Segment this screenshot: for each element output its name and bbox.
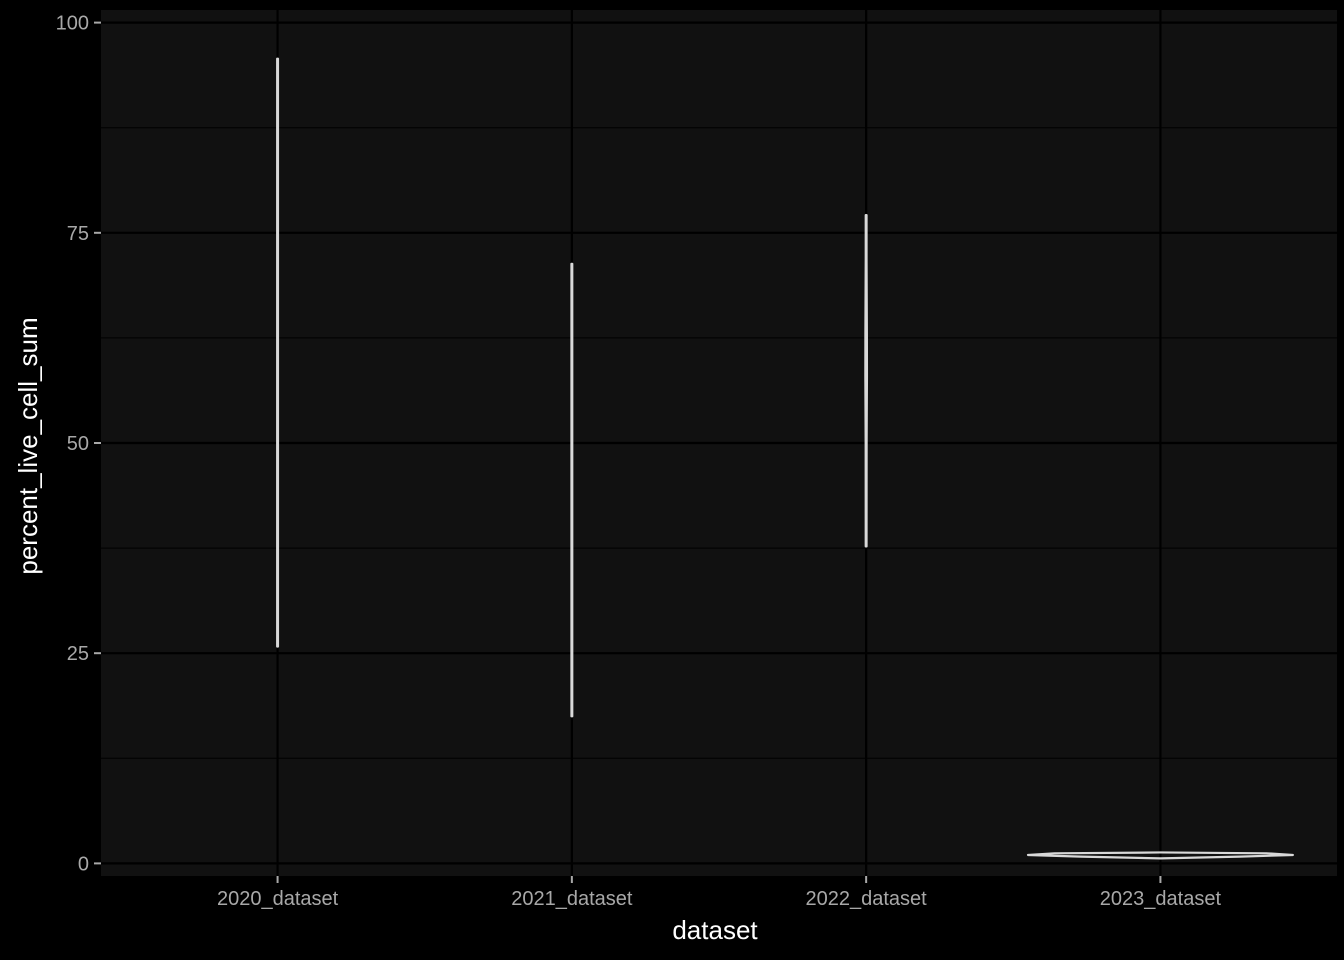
violin-2020_dataset	[276, 57, 280, 648]
y-tick-label: 50	[67, 433, 89, 455]
y-tick-label: 25	[67, 643, 89, 665]
x-tick-label: 2022_dataset	[806, 888, 928, 910]
violin-2023_dataset	[1026, 851, 1294, 860]
x-tick-label: 2021_dataset	[511, 888, 633, 910]
y-axis-title: percent_live_cell_sum	[13, 317, 43, 574]
x-axis-title: dataset	[672, 915, 758, 945]
y-tick-label: 0	[78, 853, 89, 875]
x-tick-label: 2020_dataset	[217, 888, 339, 910]
x-tick-label: 2023_dataset	[1100, 888, 1222, 910]
violin-2021_dataset	[570, 262, 574, 718]
y-tick-label: 75	[67, 223, 89, 245]
violins	[276, 57, 1294, 860]
axes: 0 25 50 75 100 2020_dataset 2021_dataset 2022_d…	[56, 13, 1222, 910]
y-tick-label: 100	[56, 13, 89, 35]
violin-2022_dataset	[864, 214, 869, 548]
